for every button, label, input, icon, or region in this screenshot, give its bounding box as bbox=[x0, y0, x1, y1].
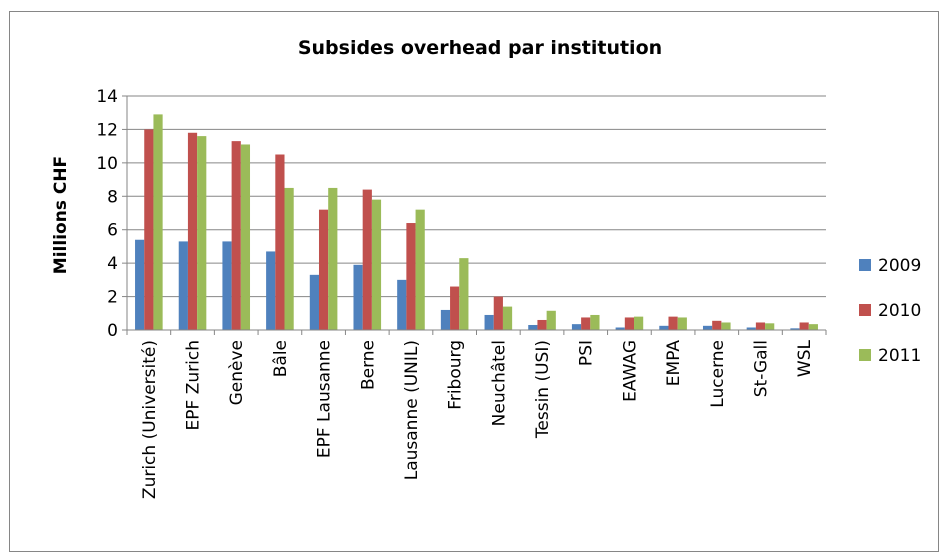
bar-2009 bbox=[353, 264, 363, 330]
bar-2011 bbox=[459, 258, 469, 330]
bar-2009 bbox=[528, 324, 538, 330]
bar-2011 bbox=[634, 316, 644, 330]
bar-2011 bbox=[415, 209, 425, 330]
bar-2011 bbox=[240, 144, 251, 330]
x-tick-label: EMPA bbox=[664, 340, 684, 387]
x-tick-label: EPF Zurich bbox=[184, 340, 204, 430]
bar-2011 bbox=[502, 306, 513, 330]
bar-2009 bbox=[615, 327, 625, 330]
legend-swatch-2010 bbox=[859, 304, 871, 316]
x-tick-labels: Zurich (Université) EPF Zurich Genève Bâle E… bbox=[140, 339, 815, 499]
bar-2011 bbox=[546, 310, 556, 330]
bar-2010 bbox=[624, 317, 635, 330]
bar-2010 bbox=[712, 320, 722, 330]
bar-2010 bbox=[144, 129, 154, 330]
bar-2010 bbox=[799, 322, 809, 330]
y-tick-label: 4 bbox=[107, 254, 118, 274]
bar-2009 bbox=[222, 241, 232, 330]
bar-2010 bbox=[450, 286, 460, 330]
bar-2011 bbox=[677, 317, 687, 330]
bar-2009 bbox=[397, 279, 407, 330]
bar-2010 bbox=[668, 316, 678, 330]
y-axis-label: Millions CHF bbox=[51, 156, 71, 274]
y-tick-label: 2 bbox=[107, 288, 118, 308]
legend-swatch-2009 bbox=[859, 259, 871, 271]
axes bbox=[122, 95, 827, 335]
bar-2009 bbox=[790, 328, 800, 330]
x-tick-label: WSL bbox=[795, 339, 815, 377]
x-tick-label: Neuchâtel bbox=[489, 340, 509, 426]
x-tick-label: Tessin (USI) bbox=[533, 340, 553, 439]
bar-2009 bbox=[135, 239, 145, 330]
x-tick-label: Genève bbox=[227, 340, 247, 405]
bar-2010 bbox=[362, 189, 372, 330]
bar-2011 bbox=[808, 324, 818, 330]
bar-2009 bbox=[309, 274, 319, 330]
bar-2009 bbox=[659, 325, 669, 330]
x-tick-label: EPF Lausanne bbox=[315, 340, 335, 458]
x-tick-label: Lucerne bbox=[708, 340, 728, 408]
bar-2010 bbox=[275, 154, 285, 330]
x-tick-label: Bâle bbox=[271, 340, 291, 377]
bar-2010 bbox=[493, 296, 503, 330]
y-tick-label: 0 bbox=[107, 321, 118, 341]
bar-2009 bbox=[266, 251, 276, 330]
bar-2010 bbox=[187, 132, 198, 330]
bar-2010 bbox=[231, 141, 241, 330]
x-tick-label: St-Gall bbox=[751, 340, 771, 397]
bar-2010 bbox=[406, 223, 416, 330]
bar-2011 bbox=[765, 323, 775, 330]
y-tick-label: 14 bbox=[96, 87, 118, 107]
legend-label-2009: 2009 bbox=[878, 256, 921, 276]
x-tick-label: Berne bbox=[358, 340, 378, 390]
legend-swatch-2011 bbox=[859, 349, 871, 361]
bar-2009 bbox=[484, 314, 494, 330]
y-tick-labels: 0 2 4 6 8 10 12 14 bbox=[96, 87, 118, 341]
bar-2010 bbox=[581, 317, 591, 330]
bar-2010 bbox=[318, 209, 329, 330]
bar-2009 bbox=[440, 309, 451, 330]
bar-2011 bbox=[284, 187, 294, 330]
legend-label-2010: 2010 bbox=[878, 301, 921, 321]
chart-title: Subsides overhead par institution bbox=[298, 37, 662, 59]
legend-label-2011: 2011 bbox=[878, 346, 921, 366]
y-tick-label: 8 bbox=[107, 187, 118, 207]
y-tick-label: 12 bbox=[96, 120, 118, 140]
bar-2011 bbox=[371, 199, 382, 330]
chart-frame bbox=[9, 11, 939, 552]
bar-2009 bbox=[746, 327, 756, 330]
bar-2009 bbox=[178, 241, 188, 330]
y-tick-label: 10 bbox=[96, 154, 118, 174]
bars bbox=[135, 114, 818, 330]
bar-2011 bbox=[721, 322, 731, 330]
bar-2009 bbox=[571, 324, 582, 330]
x-tick-label: Lausanne (UNIL) bbox=[402, 340, 422, 480]
bar-2010 bbox=[537, 319, 547, 330]
bar-2009 bbox=[702, 325, 713, 330]
bar-2011 bbox=[153, 114, 163, 330]
x-tick-label: PSI bbox=[577, 340, 597, 366]
bar-2010 bbox=[755, 322, 766, 330]
bar-2011 bbox=[197, 136, 207, 330]
legend: 2009 2010 2011 bbox=[859, 256, 921, 366]
bar-2011 bbox=[590, 314, 600, 330]
x-tick-label: Fribourg bbox=[446, 340, 466, 410]
bar-2011 bbox=[328, 187, 338, 330]
x-tick-label: Zurich (Université) bbox=[140, 340, 160, 499]
x-tick-label: EAWAG bbox=[620, 340, 640, 402]
y-tick-label: 6 bbox=[107, 221, 118, 241]
